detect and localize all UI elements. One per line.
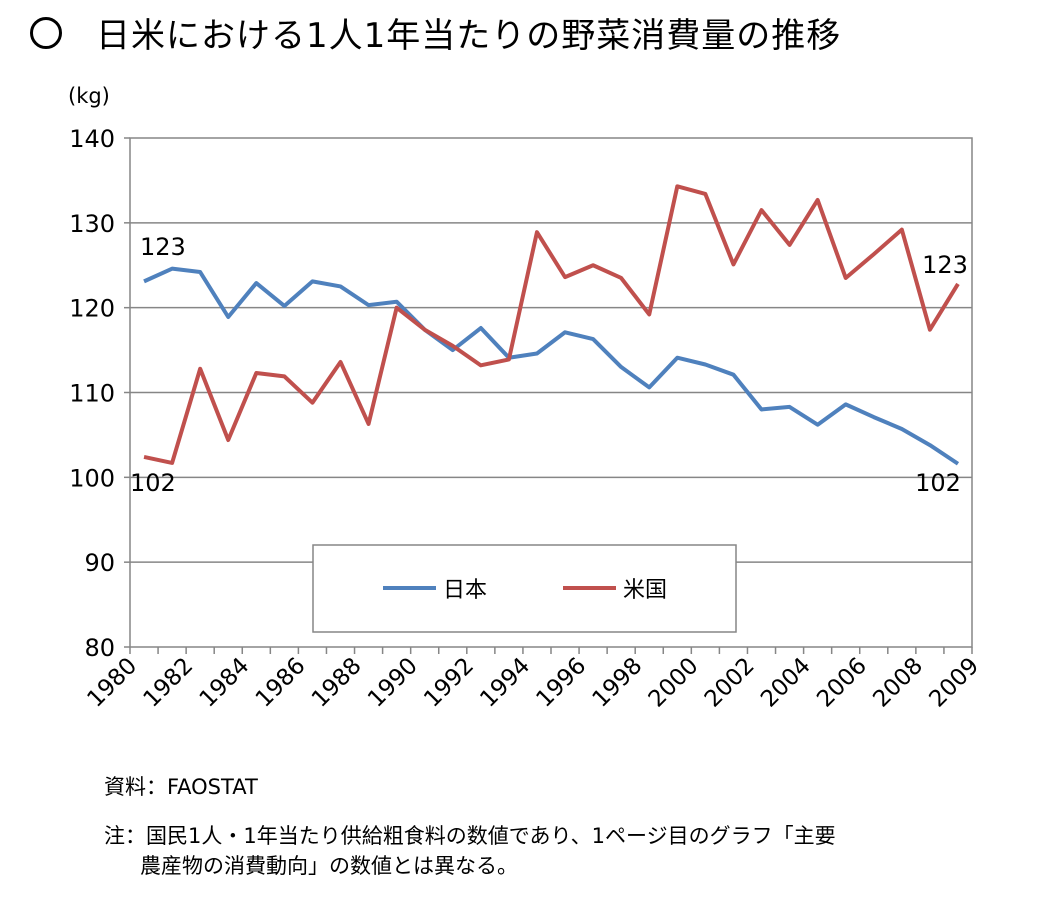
chart-title: 日米における1人1年当たりの野菜消費量の推移	[30, 8, 841, 57]
circle-bullet-icon	[30, 17, 62, 49]
x-tick-label: 1982	[139, 653, 199, 713]
footnote-line-2: 農産物の消費動向」の数値とは異なる。	[140, 854, 518, 878]
x-tick-label: 1984	[195, 653, 255, 713]
y-tick-label: 120	[69, 295, 115, 323]
legend-us-label: 米国	[623, 578, 667, 603]
source-note: 資料：FAOSTAT	[104, 775, 258, 799]
x-tick-label: 1994	[475, 653, 535, 713]
y-tick-label: 100	[69, 464, 115, 492]
data-label: 123	[140, 233, 186, 261]
x-tick-label: 1986	[251, 653, 311, 713]
y-tick-label: 130	[69, 210, 115, 238]
data-label: 102	[130, 469, 176, 497]
y-axis-unit-label: (kg)	[68, 84, 110, 108]
legend-japan-label: 日本	[443, 578, 487, 603]
x-tick-label: 2006	[812, 653, 872, 713]
x-tick-label: 1988	[307, 653, 367, 713]
x-tick-label: 2009	[924, 653, 984, 713]
series-line-japan	[143, 266, 960, 466]
footnote-line-1: 注：国民1人・1年当たり供給粗食料の数値であり、1ページ目のグラフ「主要	[104, 824, 836, 848]
chart-title-text: 日米における1人1年当たりの野菜消費量の推移	[96, 16, 842, 56]
y-tick-label: 80	[84, 634, 115, 662]
x-tick-label: 2000	[644, 653, 704, 713]
x-tick-label: 1998	[588, 653, 648, 713]
data-label: 102	[915, 469, 961, 497]
x-tick-label: 1990	[363, 653, 423, 713]
y-tick-label: 140	[69, 125, 115, 153]
y-tick-label: 90	[84, 549, 115, 577]
x-tick-label: 2002	[700, 653, 760, 713]
y-tick-label: 110	[69, 380, 115, 408]
x-tick-label: 2008	[868, 653, 928, 713]
legend-box	[312, 544, 737, 633]
x-tick-label: 1992	[419, 653, 479, 713]
x-tick-label: 2004	[756, 653, 816, 713]
data-label: 123	[922, 251, 968, 279]
x-tick-label: 1996	[532, 653, 592, 713]
series-line-us	[143, 184, 960, 465]
